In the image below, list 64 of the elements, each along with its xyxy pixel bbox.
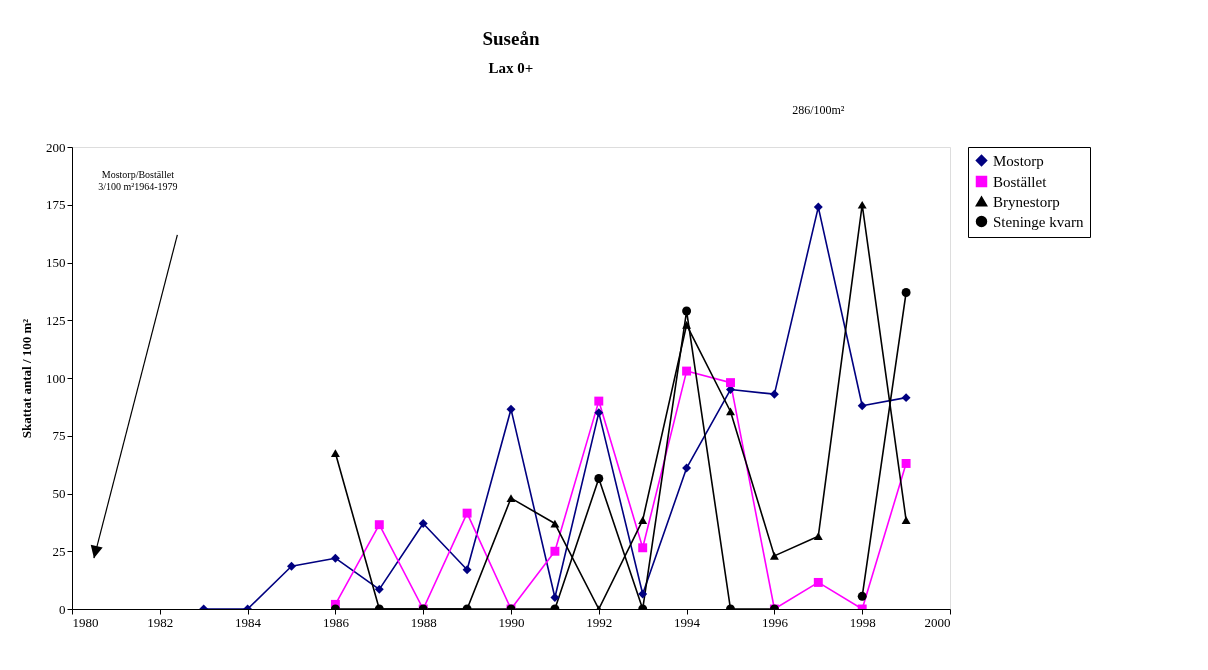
point (857, 200, 867, 209)
point (462, 565, 472, 575)
point (330, 449, 340, 457)
x-tick-label: 1996 (761, 614, 789, 630)
point (638, 543, 648, 553)
legend-label: Brynestorp (993, 193, 1060, 210)
x-tick-label: 1984 (235, 614, 262, 630)
x-tick-label: 1988 (410, 614, 437, 630)
y-tick-label: 50 (52, 486, 66, 501)
point (901, 288, 911, 297)
x-tick-label: 1990 (498, 614, 525, 630)
point (901, 516, 911, 524)
point (682, 321, 692, 329)
y-tick-label: 100 (46, 370, 66, 386)
point (769, 552, 779, 560)
point (857, 591, 867, 601)
point (638, 516, 648, 524)
point (813, 532, 823, 541)
x-tick-label: 1980 (72, 614, 99, 630)
y-tick-label: 75 (52, 428, 66, 444)
legend-label: Steninge kvarn (993, 213, 1084, 230)
point (550, 546, 560, 556)
point (901, 459, 911, 468)
point (374, 584, 384, 594)
point (374, 520, 384, 530)
point (857, 401, 867, 411)
legend-label: Mostorp (993, 152, 1044, 169)
x-tick-label: 1986 (322, 614, 350, 630)
point (901, 393, 911, 403)
point (638, 589, 648, 599)
point (682, 463, 692, 473)
point (330, 553, 340, 563)
x-tick-label: 1982 (147, 614, 174, 630)
chart-subtitle: Lax 0+ (488, 60, 534, 76)
point (506, 494, 516, 502)
y-tick-label: 0 (59, 601, 66, 617)
y-tick-label: 150 (46, 255, 66, 270)
legend-label: Bostället (993, 173, 1048, 190)
x-tick-label: 1994 (674, 614, 701, 630)
y-axis-title: Skattat antal / 100 m² (19, 318, 34, 439)
point (682, 366, 692, 376)
y-tick-label: 175 (46, 197, 66, 213)
point (769, 389, 779, 399)
point (550, 592, 560, 602)
point (813, 202, 823, 212)
point (594, 408, 604, 418)
point (682, 306, 692, 316)
point (506, 404, 516, 414)
point (594, 474, 604, 483)
x-tick-label: 2000 (924, 614, 951, 630)
point (462, 508, 472, 518)
y-tick-label: 200 (46, 139, 66, 155)
text: 286/100m² (792, 103, 845, 117)
annotation: Mostorp/Bostället 3/100 m²1964-1979 (98, 169, 178, 193)
x-tick-label: 1998 (849, 614, 876, 630)
chart-title: Suseån (482, 28, 540, 49)
x-tick-label: 1992 (586, 614, 613, 630)
y-tick-label: 25 (52, 543, 66, 559)
y-tick-label: 125 (46, 312, 66, 328)
point (813, 577, 823, 587)
point (287, 561, 296, 571)
point (726, 378, 735, 388)
point (594, 396, 604, 406)
point (418, 519, 428, 528)
